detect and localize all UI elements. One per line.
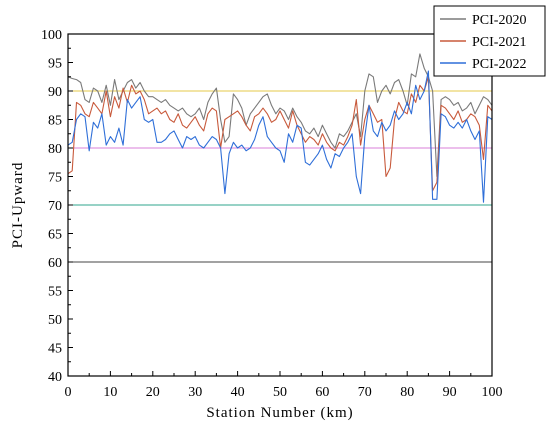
y-tick-label: 60: [48, 256, 62, 271]
y-tick-label: 100: [41, 28, 62, 43]
y-tick-label: 85: [48, 114, 62, 129]
x-tick-label: 0: [65, 385, 72, 400]
y-tick-label: 70: [48, 199, 62, 214]
reference-lines: [68, 90, 492, 263]
y-tick-label: 50: [48, 313, 62, 328]
y-tick-label: 90: [48, 85, 62, 100]
x-axis-title: Station Number (km): [206, 405, 353, 421]
x-tick-label: 20: [146, 385, 160, 400]
legend-label-3: PCI-2022: [472, 57, 526, 72]
legend-label-1: PCI-2020: [472, 13, 526, 28]
y-tick-label: 80: [48, 142, 62, 157]
series-line-3: [67, 70, 493, 203]
x-tick-label: 80: [400, 385, 414, 400]
y-tick-label: 45: [48, 342, 62, 357]
x-tick-label: 10: [103, 385, 117, 400]
y-tick-label: 75: [48, 171, 62, 186]
x-tick-label: 40: [231, 385, 245, 400]
x-tick-label: 60: [315, 385, 329, 400]
series-line-2: [67, 76, 493, 192]
y-tick-label: 65: [48, 228, 62, 243]
legend-label-2: PCI-2021: [472, 35, 526, 50]
series-lines: [67, 53, 493, 203]
x-tick-label: 50: [273, 385, 287, 400]
y-tick-label: 95: [48, 57, 62, 72]
legend: PCI-2020 PCI-2021 PCI-2022: [433, 5, 546, 77]
x-tick-label: 100: [482, 385, 503, 400]
series-line-1: [67, 53, 493, 178]
y-axis-ticks: 40 45 50 55 60 65 70 75 80 85 90 95 100: [41, 28, 73, 385]
y-tick-label: 40: [48, 370, 62, 385]
x-tick-label: 70: [358, 385, 372, 400]
x-tick-label: 30: [188, 385, 202, 400]
y-tick-label: 55: [48, 285, 62, 300]
x-axis-ticks: 0 10 20 30 40 50 60 70 80 90 100: [65, 371, 503, 400]
y-axis-title: PCI-Upward: [10, 162, 26, 249]
x-tick-label: 90: [443, 385, 457, 400]
